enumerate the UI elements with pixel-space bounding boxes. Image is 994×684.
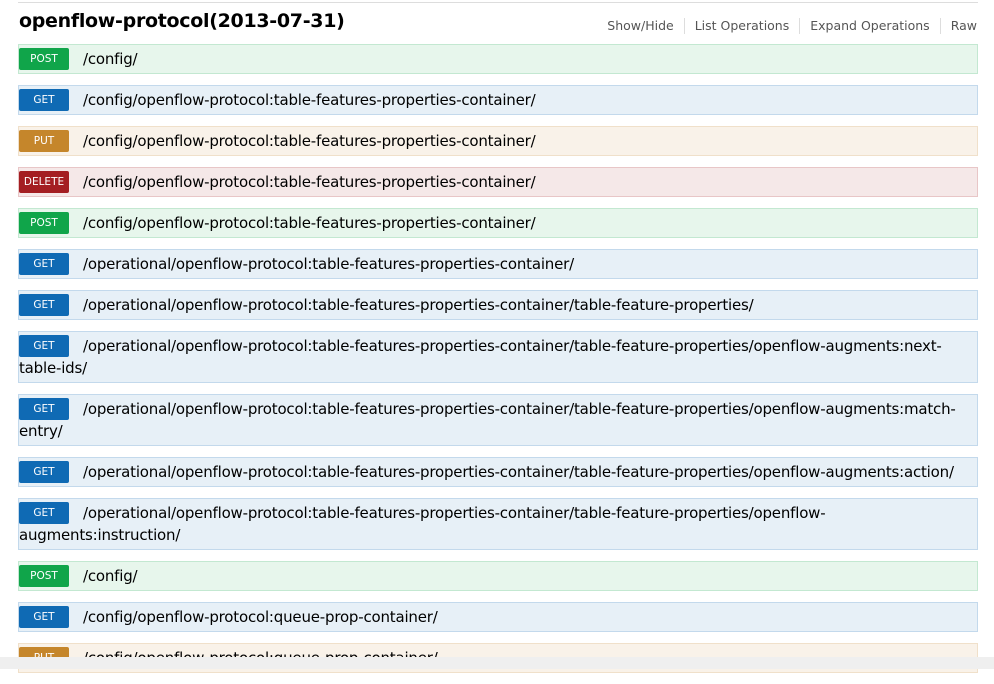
operation-path[interactable]: /config/openflow-protocol:table-features…	[83, 132, 535, 150]
operation-path[interactable]: /config/	[83, 567, 137, 585]
show-hide-link[interactable]: Show/Hide	[597, 18, 683, 34]
operation-row-get[interactable]: GET/operational/openflow-protocol:table-…	[18, 290, 978, 320]
method-badge-put[interactable]: PUT	[19, 130, 69, 152]
operation-row-get[interactable]: GET/operational/openflow-protocol:table-…	[18, 457, 978, 487]
method-badge-get[interactable]: GET	[19, 335, 69, 357]
method-badge-get[interactable]: GET	[19, 606, 69, 628]
method-badge-get[interactable]: GET	[19, 502, 69, 524]
operation-row-get[interactable]: GET/operational/openflow-protocol:table-…	[18, 249, 978, 279]
operation-row-get[interactable]: GET/operational/openflow-protocol:table-…	[18, 498, 978, 550]
operation-row-get[interactable]: GET/config/openflow-protocol:queue-prop-…	[18, 602, 978, 632]
operations-list: POST/config/GET/config/openflow-protocol…	[18, 44, 978, 684]
method-badge-get[interactable]: GET	[19, 461, 69, 483]
method-badge-get[interactable]: GET	[19, 89, 69, 111]
raw-link[interactable]: Raw	[940, 18, 977, 34]
operation-path[interactable]: /operational/openflow-protocol:table-fea…	[19, 504, 825, 544]
operation-path[interactable]: /operational/openflow-protocol:table-fea…	[83, 255, 574, 273]
operation-row-get[interactable]: GET/operational/openflow-protocol:table-…	[18, 394, 978, 446]
operation-row-post[interactable]: POST/config/	[18, 561, 978, 591]
operation-row-put[interactable]: PUT/config/openflow-protocol:table-featu…	[18, 126, 978, 156]
operation-path[interactable]: /config/openflow-protocol:queue-prop-con…	[83, 608, 438, 626]
operation-path[interactable]: /operational/openflow-protocol:table-fea…	[19, 400, 956, 440]
method-badge-post[interactable]: POST	[19, 212, 69, 234]
list-operations-link[interactable]: List Operations	[684, 18, 800, 34]
method-badge-get[interactable]: GET	[19, 253, 69, 275]
operation-path[interactable]: /operational/openflow-protocol:table-fea…	[83, 463, 954, 481]
operation-path[interactable]: /config/openflow-protocol:table-features…	[83, 91, 535, 109]
operation-path[interactable]: /config/openflow-protocol:table-features…	[83, 173, 535, 191]
operation-row-delete[interactable]: DELETE/config/openflow-protocol:table-fe…	[18, 167, 978, 197]
operation-path[interactable]: /config/	[83, 50, 137, 68]
expand-operations-link[interactable]: Expand Operations	[799, 18, 939, 34]
operation-row-post[interactable]: POST/config/openflow-protocol:table-feat…	[18, 208, 978, 238]
operation-row-get[interactable]: GET/config/openflow-protocol:table-featu…	[18, 85, 978, 115]
operation-row-post[interactable]: POST/config/	[18, 44, 978, 74]
section-divider	[18, 2, 978, 3]
operation-path[interactable]: /operational/openflow-protocol:table-fea…	[19, 337, 942, 377]
operation-path[interactable]: /operational/openflow-protocol:table-fea…	[83, 296, 754, 314]
method-badge-get[interactable]: GET	[19, 398, 69, 420]
method-badge-get[interactable]: GET	[19, 294, 69, 316]
api-title[interactable]: openflow-protocol(2013-07-31)	[19, 10, 345, 32]
operation-path[interactable]: /config/openflow-protocol:table-features…	[83, 214, 535, 232]
method-badge-post[interactable]: POST	[19, 48, 69, 70]
method-badge-delete[interactable]: DELETE	[19, 171, 69, 193]
method-badge-post[interactable]: POST	[19, 565, 69, 587]
operation-row-get[interactable]: GET/operational/openflow-protocol:table-…	[18, 331, 978, 383]
api-header-links: Show/Hide List Operations Expand Operati…	[597, 18, 977, 34]
horizontal-scrollbar[interactable]	[0, 657, 994, 669]
